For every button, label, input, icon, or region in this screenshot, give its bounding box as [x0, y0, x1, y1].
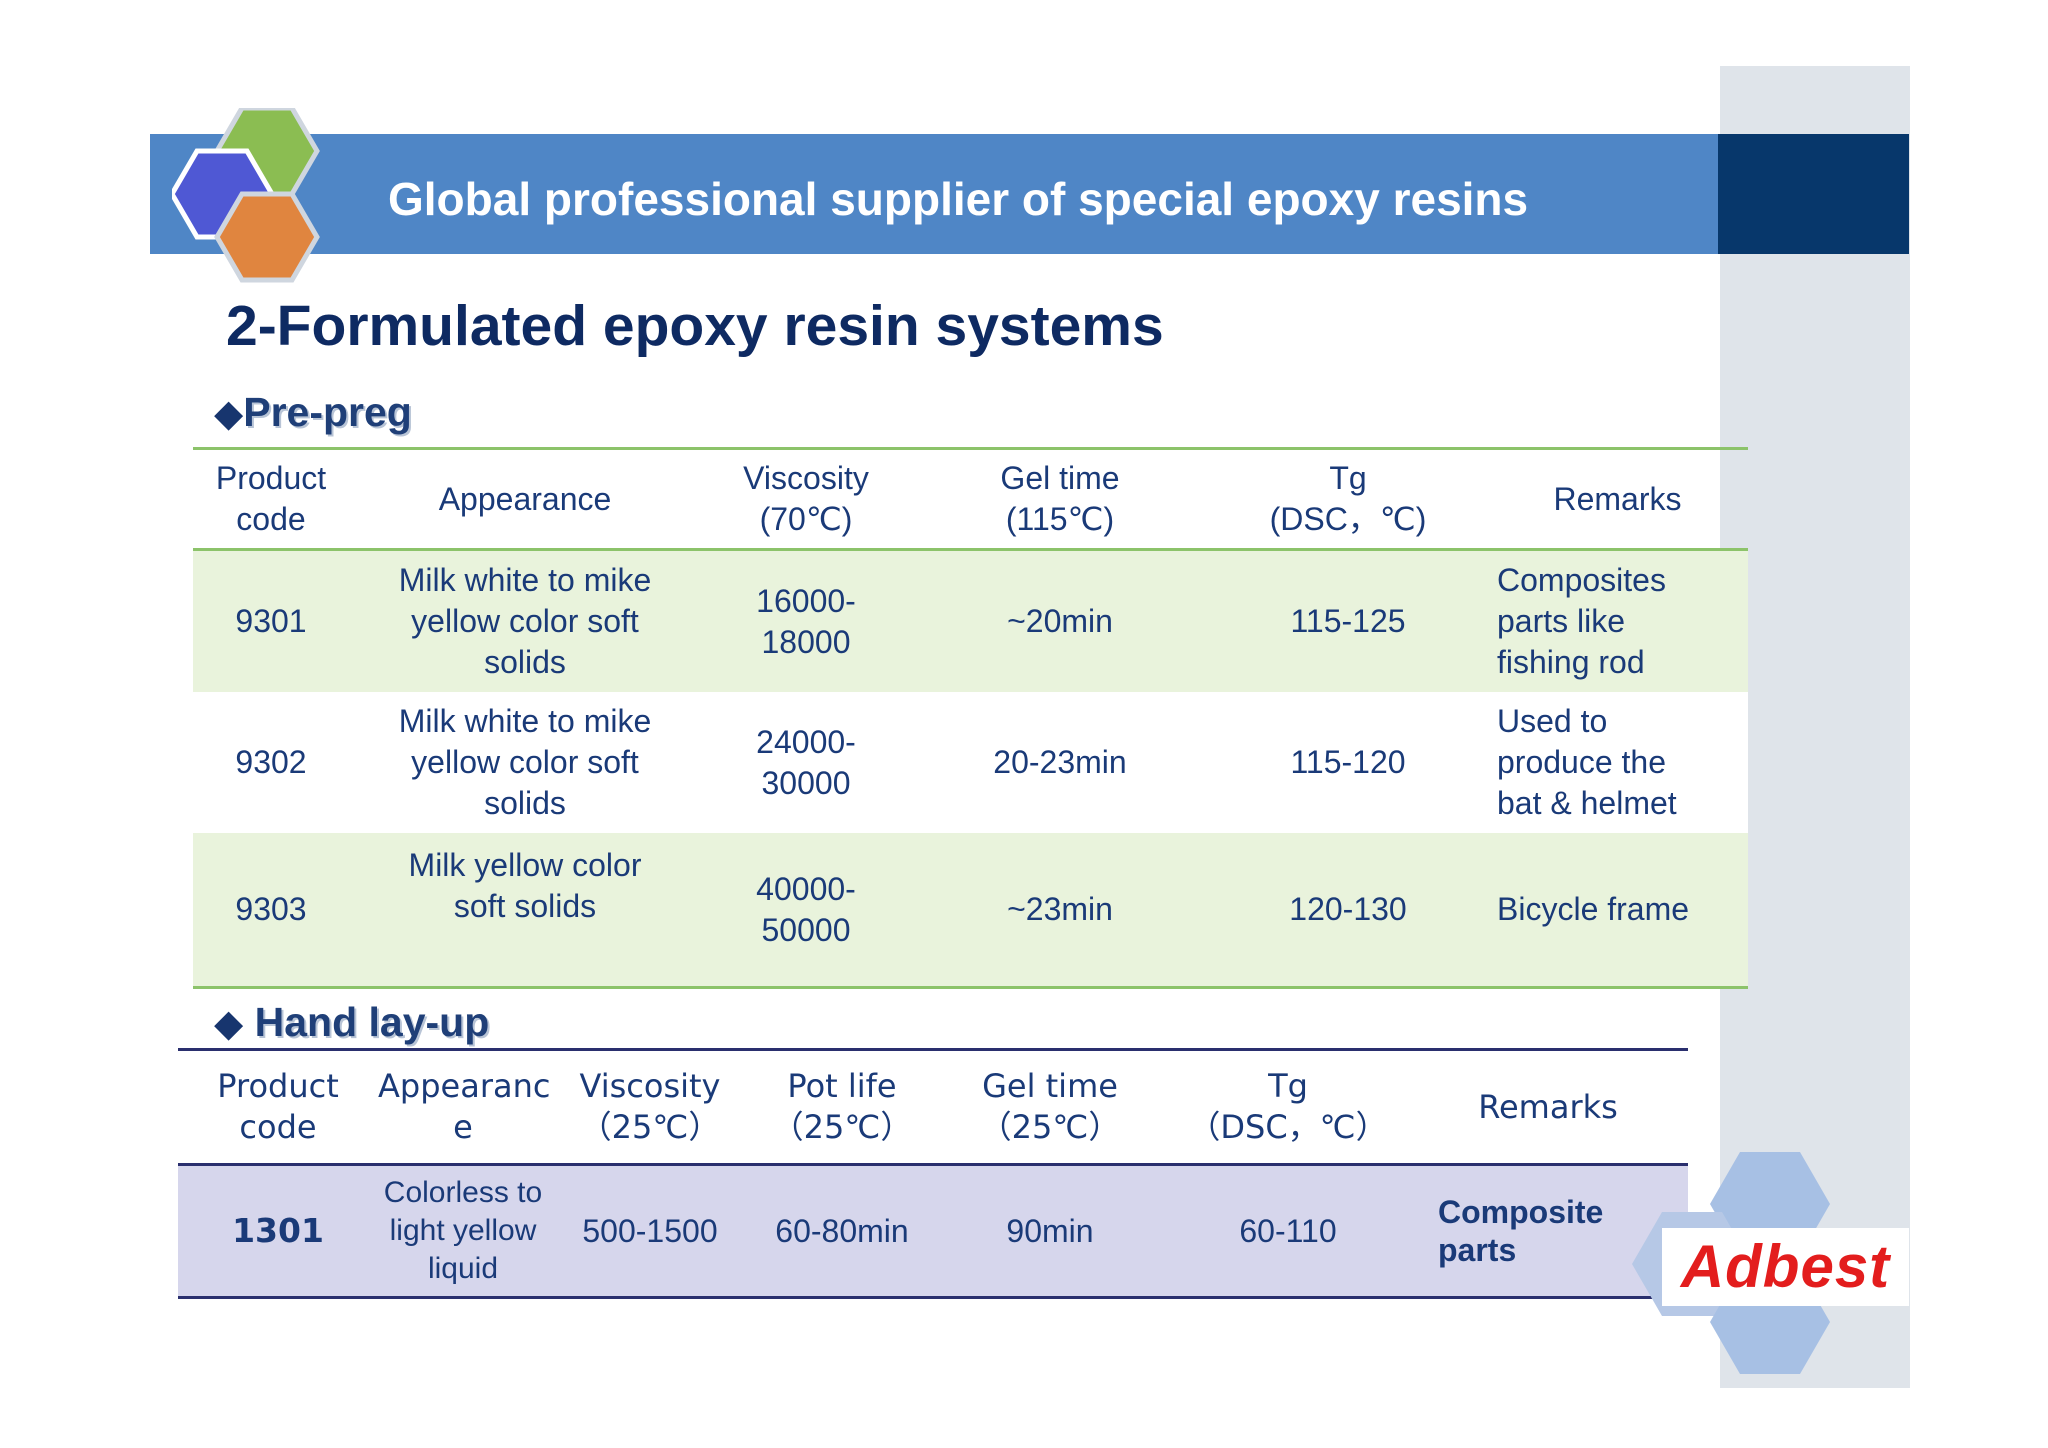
column-header: Tg (DSC，℃) [1269, 460, 1427, 537]
prepreg-table: Product code Appearance Viscosity (70℃) Ge… [193, 447, 1748, 989]
appearance-cell: Milk yellow color soft solids [408, 847, 642, 924]
column-header: Gel time （25℃） [979, 1067, 1121, 1146]
column-header: Viscosity (70℃) [743, 460, 869, 537]
hexagon-logo-icon [172, 108, 320, 283]
table-header-row: Product code Appearance Viscosity (70℃) Ge… [193, 448, 1748, 550]
table-row: 9301 Milk white to mike yellow color soft… [193, 549, 1748, 692]
table-row: 9303 Milk yellow color soft solids 40000-… [193, 833, 1748, 988]
viscosity-cell: 24000- 30000 [756, 723, 856, 801]
column-header: Gel time (115℃) [1000, 460, 1120, 537]
table-row: 9302 Milk white to mike yellow color soft… [193, 692, 1748, 833]
diamond-bullet-icon: ◆ [214, 393, 244, 435]
gel-time-cell: 90min [1006, 1213, 1094, 1249]
gel-time-cell: ~23min [1007, 891, 1113, 927]
brand-logo: Adbest [1662, 1228, 1909, 1306]
column-header: Remarks [1553, 480, 1682, 517]
table-row: 1301 Colorless to light yellow liquid 500-… [178, 1164, 1688, 1298]
column-header: Pot life （25℃） [771, 1067, 913, 1146]
appearance-cell: Milk white to mike yellow color soft solid… [398, 562, 652, 680]
tg-cell: 60-110 [1239, 1213, 1337, 1249]
header-band [150, 134, 1718, 254]
handlayup-table: Product code Appearanc e Viscosity （25℃） Po… [178, 1048, 1688, 1299]
tg-cell: 115-120 [1290, 744, 1406, 780]
column-header: Product code [215, 460, 327, 537]
remarks-cell: Composite parts [1438, 1194, 1604, 1268]
appearance-cell: Milk white to mike yellow color soft solid… [398, 703, 652, 821]
diamond-bullet-icon: ◆ [214, 1003, 244, 1045]
pot-life-cell: 60-80min [775, 1213, 909, 1249]
viscosity-cell: 500-1500 [582, 1213, 718, 1249]
header-band-dark [1718, 134, 1909, 254]
tg-cell: 120-130 [1289, 891, 1407, 927]
column-header: Product code [217, 1067, 339, 1146]
column-header: Appearance [438, 480, 612, 517]
header-title: Global professional supplier of special … [388, 173, 1529, 225]
brand-logo-text: Adbest [1680, 1233, 1891, 1300]
section-label: Pre-preg [243, 389, 412, 435]
viscosity-cell: 16000- 18000 [756, 582, 856, 660]
slide-title: 2-Formulated epoxy resin systems [226, 294, 1164, 358]
viscosity-cell: 40000- 50000 [756, 870, 856, 948]
remarks-cell: Composites parts like fishing rod [1497, 562, 1666, 680]
remarks-cell: Used to produce the bat & helmet [1497, 703, 1677, 821]
section-heading-prepreg: ◆Pre-preg [214, 389, 412, 435]
section-label: Hand lay-up [254, 999, 490, 1045]
product-code: 9301 [235, 603, 307, 639]
column-header: Tg （DSC，℃） [1188, 1067, 1388, 1146]
column-header: Viscosity （25℃） [579, 1067, 721, 1146]
product-code: 1301 [232, 1211, 324, 1250]
section-heading-handlayup: ◆ Hand lay-up [214, 999, 490, 1045]
tg-cell: 115-125 [1290, 603, 1406, 639]
remarks-cell: Bicycle frame [1497, 891, 1690, 927]
gel-time-cell: ~20min [1007, 603, 1113, 639]
product-code: 9302 [235, 744, 307, 780]
appearance-cell: Colorless to light yellow liquid [383, 1176, 543, 1285]
table-header-row: Product code Appearanc e Viscosity （25℃） Po… [178, 1049, 1688, 1165]
product-code: 9303 [235, 891, 307, 927]
column-header: Remarks [1478, 1087, 1618, 1126]
gel-time-cell: 20-23min [993, 744, 1127, 780]
